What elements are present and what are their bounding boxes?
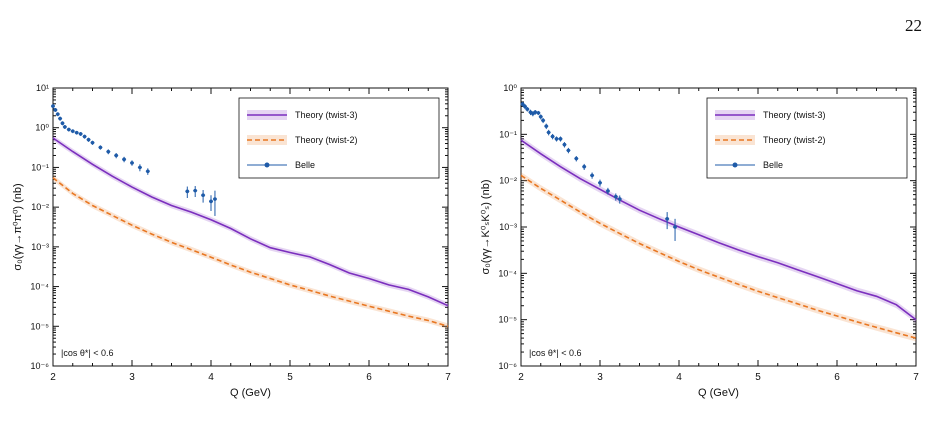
legend-marker bbox=[264, 162, 270, 168]
y-axis-label: σ₀(γγ→K⁰ₛK⁰ₛ) (nb) bbox=[480, 180, 492, 275]
y-tick-label: 10¹ bbox=[36, 83, 49, 93]
page-number: 22 bbox=[905, 16, 922, 35]
data-point bbox=[55, 112, 60, 116]
data-point bbox=[86, 137, 91, 142]
data-point bbox=[614, 194, 618, 199]
data-point bbox=[138, 165, 142, 170]
data-point bbox=[533, 110, 538, 115]
y-tick-label: 10⁻¹ bbox=[31, 162, 49, 172]
legend-label: Belle bbox=[295, 160, 315, 170]
data-point bbox=[51, 104, 55, 108]
data-point bbox=[544, 124, 549, 128]
series-band-0 bbox=[53, 135, 448, 309]
data-point bbox=[82, 134, 87, 139]
x-tick-label: 6 bbox=[366, 372, 372, 383]
series-band-1 bbox=[53, 174, 448, 330]
x-tick-label: 4 bbox=[676, 372, 682, 383]
y-tick-label: 10⁻⁶ bbox=[499, 361, 518, 371]
x-tick-label: 4 bbox=[208, 372, 214, 383]
legend-label: Theory (twist-3) bbox=[295, 110, 358, 120]
y-tick-label: 10⁻⁴ bbox=[498, 268, 517, 278]
x-axis-label: Q (GeV) bbox=[698, 387, 739, 399]
data-point bbox=[617, 197, 622, 201]
series-line-0 bbox=[520, 139, 917, 321]
x-tick-label: 7 bbox=[913, 372, 919, 383]
data-point bbox=[58, 116, 62, 121]
data-point bbox=[209, 199, 213, 204]
data-point bbox=[213, 197, 217, 201]
x-tick-label: 2 bbox=[50, 372, 56, 383]
series-line-1 bbox=[52, 177, 449, 328]
data-point bbox=[78, 132, 83, 136]
data-point bbox=[60, 121, 65, 125]
data-point bbox=[74, 130, 79, 135]
data-point bbox=[541, 118, 545, 123]
data-point bbox=[562, 142, 567, 147]
legend-label: Theory (twist-2) bbox=[763, 135, 826, 145]
x-tick-label: 2 bbox=[518, 372, 524, 383]
data-point bbox=[67, 127, 71, 132]
data-point bbox=[566, 148, 571, 153]
data-point bbox=[558, 137, 563, 141]
y-tick-label: 10⁻⁵ bbox=[31, 321, 50, 331]
x-tick-label: 5 bbox=[755, 372, 761, 383]
data-point bbox=[146, 169, 150, 174]
data-point bbox=[554, 137, 559, 141]
series-line-1 bbox=[520, 174, 917, 339]
data-point bbox=[53, 108, 58, 112]
data-point bbox=[520, 102, 525, 106]
data-point bbox=[574, 156, 579, 161]
data-point bbox=[114, 153, 118, 158]
y-tick-label: 10⁻³ bbox=[499, 222, 517, 232]
data-point bbox=[130, 161, 134, 165]
data-point bbox=[63, 125, 67, 129]
y-tick-label: 10⁻³ bbox=[31, 242, 49, 252]
data-point bbox=[70, 129, 75, 133]
x-axis-label: Q (GeV) bbox=[230, 387, 271, 399]
y-axis-label: σ₀(γγ→π⁰π⁰) (nb) bbox=[12, 183, 24, 270]
y-tick-label: 10⁻⁴ bbox=[30, 282, 49, 292]
series-line-0 bbox=[52, 137, 449, 307]
cos-theta-annotation: |cos θ*| < 0.6 bbox=[61, 348, 113, 358]
x-tick-label: 3 bbox=[129, 372, 135, 383]
data-point bbox=[185, 189, 190, 194]
legend-label: Theory (twist-3) bbox=[763, 110, 826, 120]
series-band-1 bbox=[521, 172, 916, 342]
x-tick-label: 7 bbox=[445, 372, 451, 383]
data-point bbox=[106, 149, 111, 154]
data-point bbox=[98, 145, 103, 150]
data-point bbox=[598, 180, 602, 185]
x-tick-label: 5 bbox=[287, 372, 293, 383]
legend-label: Belle bbox=[763, 160, 783, 170]
data-point bbox=[582, 164, 586, 169]
data-point bbox=[201, 193, 205, 197]
cos-theta-annotation: |cos θ*| < 0.6 bbox=[529, 348, 581, 358]
legend-marker bbox=[732, 162, 738, 168]
y-tick-label: 10⁻⁵ bbox=[499, 315, 518, 325]
data-point bbox=[523, 104, 527, 109]
y-tick-label: 10⁻² bbox=[31, 202, 49, 212]
y-tick-label: 10⁰ bbox=[35, 123, 49, 133]
data-point bbox=[590, 173, 594, 178]
y-tick-label: 10⁻² bbox=[499, 176, 517, 186]
data-point bbox=[193, 188, 197, 193]
data-point bbox=[525, 107, 530, 111]
data-point bbox=[538, 114, 543, 119]
data-point bbox=[546, 130, 551, 135]
data-point bbox=[122, 157, 126, 162]
data-point bbox=[665, 217, 669, 221]
data-point bbox=[90, 140, 95, 145]
y-tick-label: 10⁰ bbox=[503, 83, 517, 93]
data-point bbox=[550, 134, 555, 139]
y-tick-label: 10⁻¹ bbox=[499, 129, 517, 139]
data-point bbox=[673, 225, 677, 229]
data-point bbox=[606, 189, 610, 193]
chart-pi0pi0: 2 3 4 5 6 7 10⁻⁶ 10⁻⁵ 10⁻⁴ 10⁻³ 10⁻² 10⁻¹ 10⁰ 10¹ Q (G… bbox=[12, 83, 451, 399]
chart-ksks: 2 3 4 5 6 7 10⁻⁶ 10⁻⁵ 10⁻⁴ 10⁻³ 10⁻² 10⁻¹ 10⁰ Q (GeV)… bbox=[480, 83, 919, 399]
y-tick-label: 10⁻⁶ bbox=[31, 361, 50, 371]
legend-label: Theory (twist-2) bbox=[295, 135, 358, 145]
x-tick-label: 3 bbox=[597, 372, 603, 383]
x-tick-label: 6 bbox=[834, 372, 840, 383]
data-point bbox=[536, 111, 541, 115]
